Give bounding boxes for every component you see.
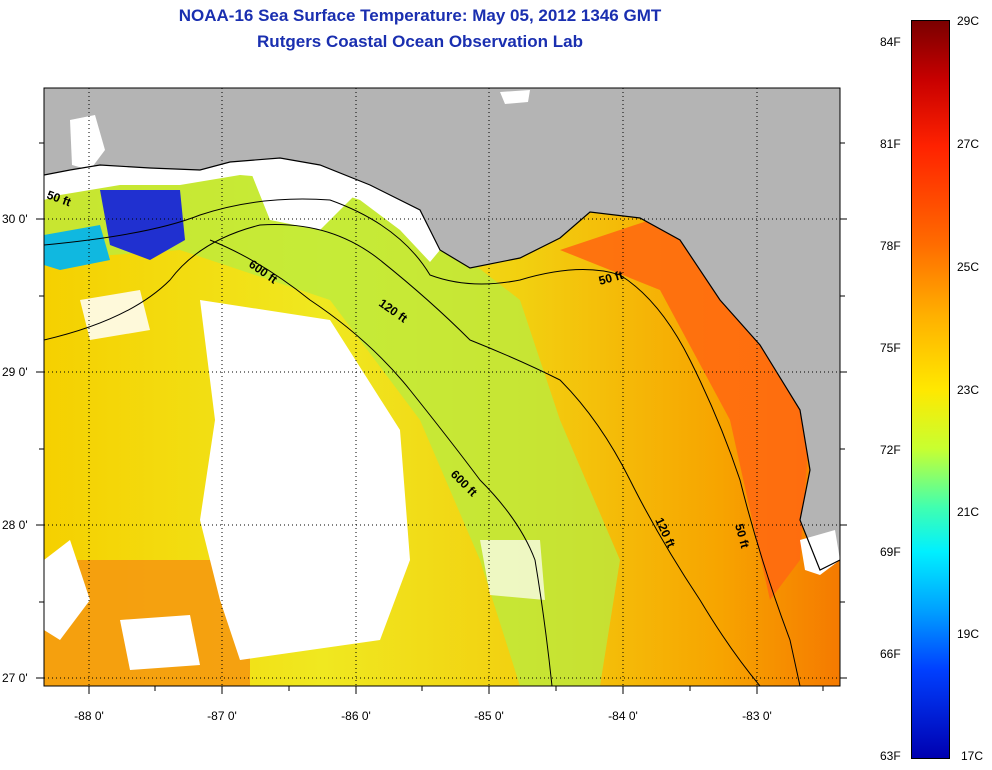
isobath-600ft — [209, 239, 553, 686]
colorbar-f-label: 81F — [880, 137, 901, 151]
coastline — [44, 157, 840, 571]
lake-inland — [500, 90, 530, 104]
y-tick-label: 27 0' — [2, 671, 28, 685]
graticule — [44, 88, 840, 686]
x-tick-label: -86 0' — [341, 709, 371, 723]
cloud-south — [120, 615, 200, 670]
colorbar-c-label: 25C — [957, 260, 980, 274]
colorbar-c-label: 23C — [957, 383, 980, 397]
cool-patch — [44, 225, 110, 270]
y-tick-label: 28 0' — [2, 518, 28, 532]
cloud-west — [80, 290, 150, 340]
warm-coastal-band — [560, 210, 810, 600]
cold-patch — [100, 190, 185, 260]
colorbar-f-label: 75F — [880, 341, 901, 355]
land-mass — [44, 88, 840, 570]
x-tick-label: -83 0' — [742, 709, 772, 723]
colorbar-c-label: 17C — [961, 749, 984, 763]
axis-ticks — [36, 142, 847, 694]
contour-label: 50 ft — [732, 522, 752, 549]
cloud-mid — [480, 540, 545, 600]
colorbar-f-label: 78F — [880, 239, 901, 253]
colorbar-f-label: 69F — [880, 545, 901, 559]
cloud-large — [200, 300, 410, 660]
cloud-sw — [44, 540, 90, 640]
colorbar-c-label: 29C — [957, 14, 980, 28]
map-frame — [43, 87, 841, 687]
shelf-water — [44, 160, 620, 686]
map-title: NOAA-16 Sea Surface Temperature: May 05,… — [178, 6, 662, 25]
colorbar-c-label: 27C — [957, 137, 980, 151]
colorbar-c-label: 19C — [957, 627, 980, 641]
map-subtitle: Rutgers Coastal Ocean Observation Lab — [257, 32, 583, 51]
colorbar-f-label: 72F — [880, 443, 901, 457]
colorbar-f-label: 63F — [880, 749, 901, 763]
x-tick-label: -87 0' — [207, 709, 237, 723]
colorbar-f-label: 84F — [880, 35, 901, 49]
coastal-fringe — [44, 158, 440, 262]
temperature-colorbar — [911, 20, 950, 759]
x-tick-label: -88 0' — [74, 709, 104, 723]
bay-mobile — [70, 115, 105, 170]
colorbar-c-label: 21C — [957, 505, 980, 519]
y-tick-label: 29 0' — [2, 365, 28, 379]
isobath-50ft — [44, 198, 801, 686]
colorbar-f-label: 66F — [880, 647, 901, 661]
x-tick-label: -84 0' — [608, 709, 638, 723]
isobath-120ft — [44, 223, 761, 686]
tampa-bay — [800, 530, 840, 575]
contour-label: 50 ft — [597, 268, 624, 288]
x-tick-label: -85 0' — [474, 709, 504, 723]
y-tick-label: 30 0' — [2, 212, 28, 226]
